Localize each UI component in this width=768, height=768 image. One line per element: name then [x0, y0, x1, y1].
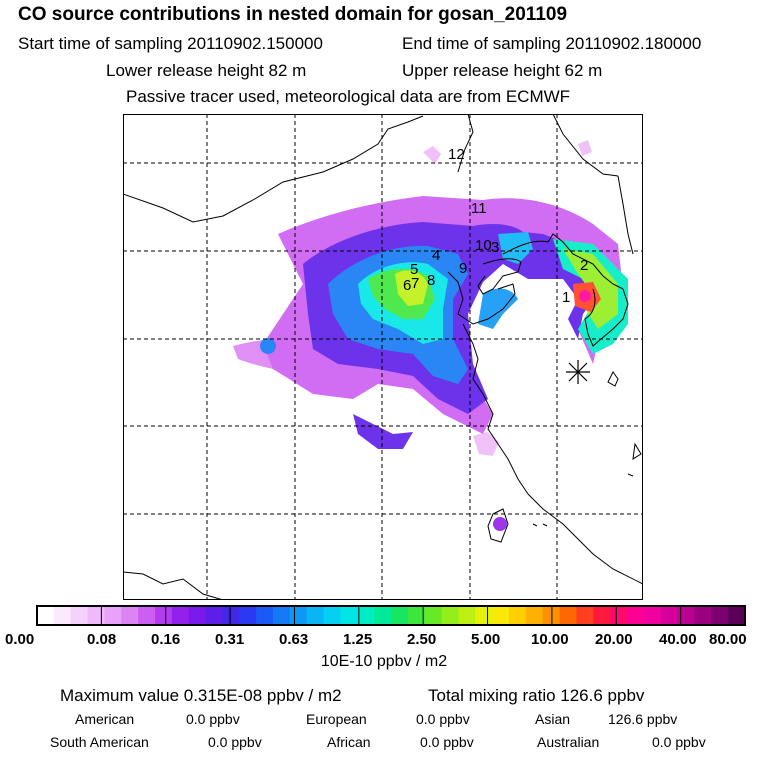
colorbar-cell: [525, 606, 544, 625]
end-time-label: End time of sampling 20110902.180000: [402, 34, 702, 53]
colorbar-cell: [475, 606, 493, 625]
american-value: 0.0 ppbv: [186, 711, 240, 727]
region-label: 6: [403, 277, 411, 294]
colorbar-cell: [492, 606, 510, 625]
region-label: 5: [410, 261, 418, 278]
colorbar-cell: [407, 606, 426, 625]
colorbar-unit: 10E-10 ppbv / m2: [320, 653, 448, 670]
colorbar-cell: [37, 606, 55, 625]
colorbar-cell: [694, 606, 712, 625]
colorbar-cell: [256, 606, 274, 625]
colorbar-cell: [340, 606, 358, 625]
colorbar-cell: [391, 606, 409, 625]
australian-value: 0.0 ppbv: [652, 734, 706, 750]
colorbar-tick: 2.50: [407, 631, 437, 648]
colorbar-cell: [374, 606, 392, 625]
colorbar-tick: 20.00: [595, 631, 633, 648]
colorbar-cell: [273, 606, 291, 625]
tracer-note: Passive tracer used, meteorological data…: [126, 87, 571, 106]
region-label: 8: [427, 272, 435, 289]
contribution-map: 1 2 3 4 5 6 7 8 9 10 11 12: [123, 114, 643, 600]
colorbar-cell: [728, 606, 746, 625]
colorbar-cell: [87, 606, 105, 625]
colorbar-tick: 10.00: [531, 631, 569, 648]
colorbar-tick: 0.00: [5, 631, 35, 648]
colorbar-cell: [70, 606, 89, 625]
colorbar-cell: [458, 606, 476, 625]
plot-title: CO source contributions in nested domain…: [18, 4, 568, 25]
start-time-label: Start time of sampling 20110902.150000: [18, 34, 323, 53]
colorbar-cell: [138, 606, 156, 625]
colorbar-tick: 80.00: [709, 631, 747, 648]
colorbar-cell: [424, 606, 443, 625]
receptor-marker: [566, 360, 590, 384]
colorbar: [36, 605, 746, 626]
colorbar-cell: [171, 606, 190, 625]
region-labels: 1 2 3 4 5 6 7 8 9 10 11 12: [403, 146, 588, 306]
total-mixing-ratio: Total mixing ratio 126.6 ppbv: [428, 686, 645, 705]
colorbar-cell: [121, 606, 139, 625]
colorbar-cell: [711, 606, 729, 625]
colorbar-tick: 40.00: [659, 631, 697, 648]
colorbar-cell: [627, 606, 645, 625]
colorbar-cell: [660, 606, 679, 625]
colorbar-cell: [222, 606, 240, 625]
colorbar-cell: [188, 606, 207, 625]
region-label: 10: [475, 237, 492, 254]
colorbar-cell: [441, 606, 459, 625]
colorbar-cell: [643, 606, 662, 625]
african-value: 0.0 ppbv: [420, 734, 474, 750]
colorbar-cell: [559, 606, 577, 625]
maximum-value: Maximum value 0.315E-08 ppbv / m2: [60, 686, 342, 705]
asian-label: Asian: [535, 711, 571, 727]
colorbar-cell: [155, 606, 173, 625]
region-label: 2: [580, 257, 588, 274]
australian-label: Australian: [537, 734, 600, 750]
colorbar-cell: [610, 606, 628, 625]
colorbar-cell: [53, 606, 72, 625]
colorbar-cell: [677, 606, 695, 625]
african-label: African: [327, 734, 371, 750]
grid-lines: [123, 114, 643, 600]
map-frame: [123, 114, 643, 600]
region-label: 3: [491, 239, 499, 256]
region-label: 1: [562, 289, 570, 306]
colorbar-frame: [36, 605, 746, 626]
upper-height-label: Upper release height 62 m: [402, 61, 603, 80]
region-label: 4: [432, 247, 440, 264]
colorbar-cell: [104, 606, 122, 625]
colorbar-tick: 0.31: [215, 631, 245, 648]
colorbar-tick: 0.63: [279, 631, 309, 648]
colorbar-tick: 1.25: [343, 631, 373, 648]
lower-height-label: Lower release height 82 m: [106, 61, 307, 80]
colorbar-cell: [205, 606, 223, 625]
colorbar-cell: [593, 606, 611, 625]
european-label: European: [306, 711, 367, 727]
colorbar-tick: 0.16: [151, 631, 181, 648]
european-value: 0.0 ppbv: [416, 711, 470, 727]
plume-field: [233, 140, 628, 531]
colorbar-tick: 0.08: [87, 631, 117, 648]
colorbar-cell: [306, 606, 325, 625]
colorbar-cell: [239, 606, 257, 625]
colorbar-dividers: [100, 606, 682, 625]
region-label: 12: [448, 146, 465, 163]
region-label: 9: [459, 260, 467, 277]
colorbar-cell: [576, 606, 594, 625]
colorbar-cell: [542, 606, 561, 625]
colorbar-cell: [509, 606, 527, 625]
american-label: American: [75, 711, 135, 727]
south-american-value: 0.0 ppbv: [208, 734, 262, 750]
asian-value: 126.6 ppbv: [608, 711, 678, 727]
region-label: 7: [411, 275, 419, 292]
south-american-label: South American: [50, 734, 149, 750]
colorbar-cell: [323, 606, 341, 625]
colorbar-cells: [37, 606, 746, 625]
colorbar-tick: 5.00: [471, 631, 501, 648]
coastlines: [123, 114, 643, 600]
colorbar-cell: [357, 606, 375, 625]
region-label: 11: [471, 200, 487, 217]
colorbar-cell: [289, 606, 308, 625]
